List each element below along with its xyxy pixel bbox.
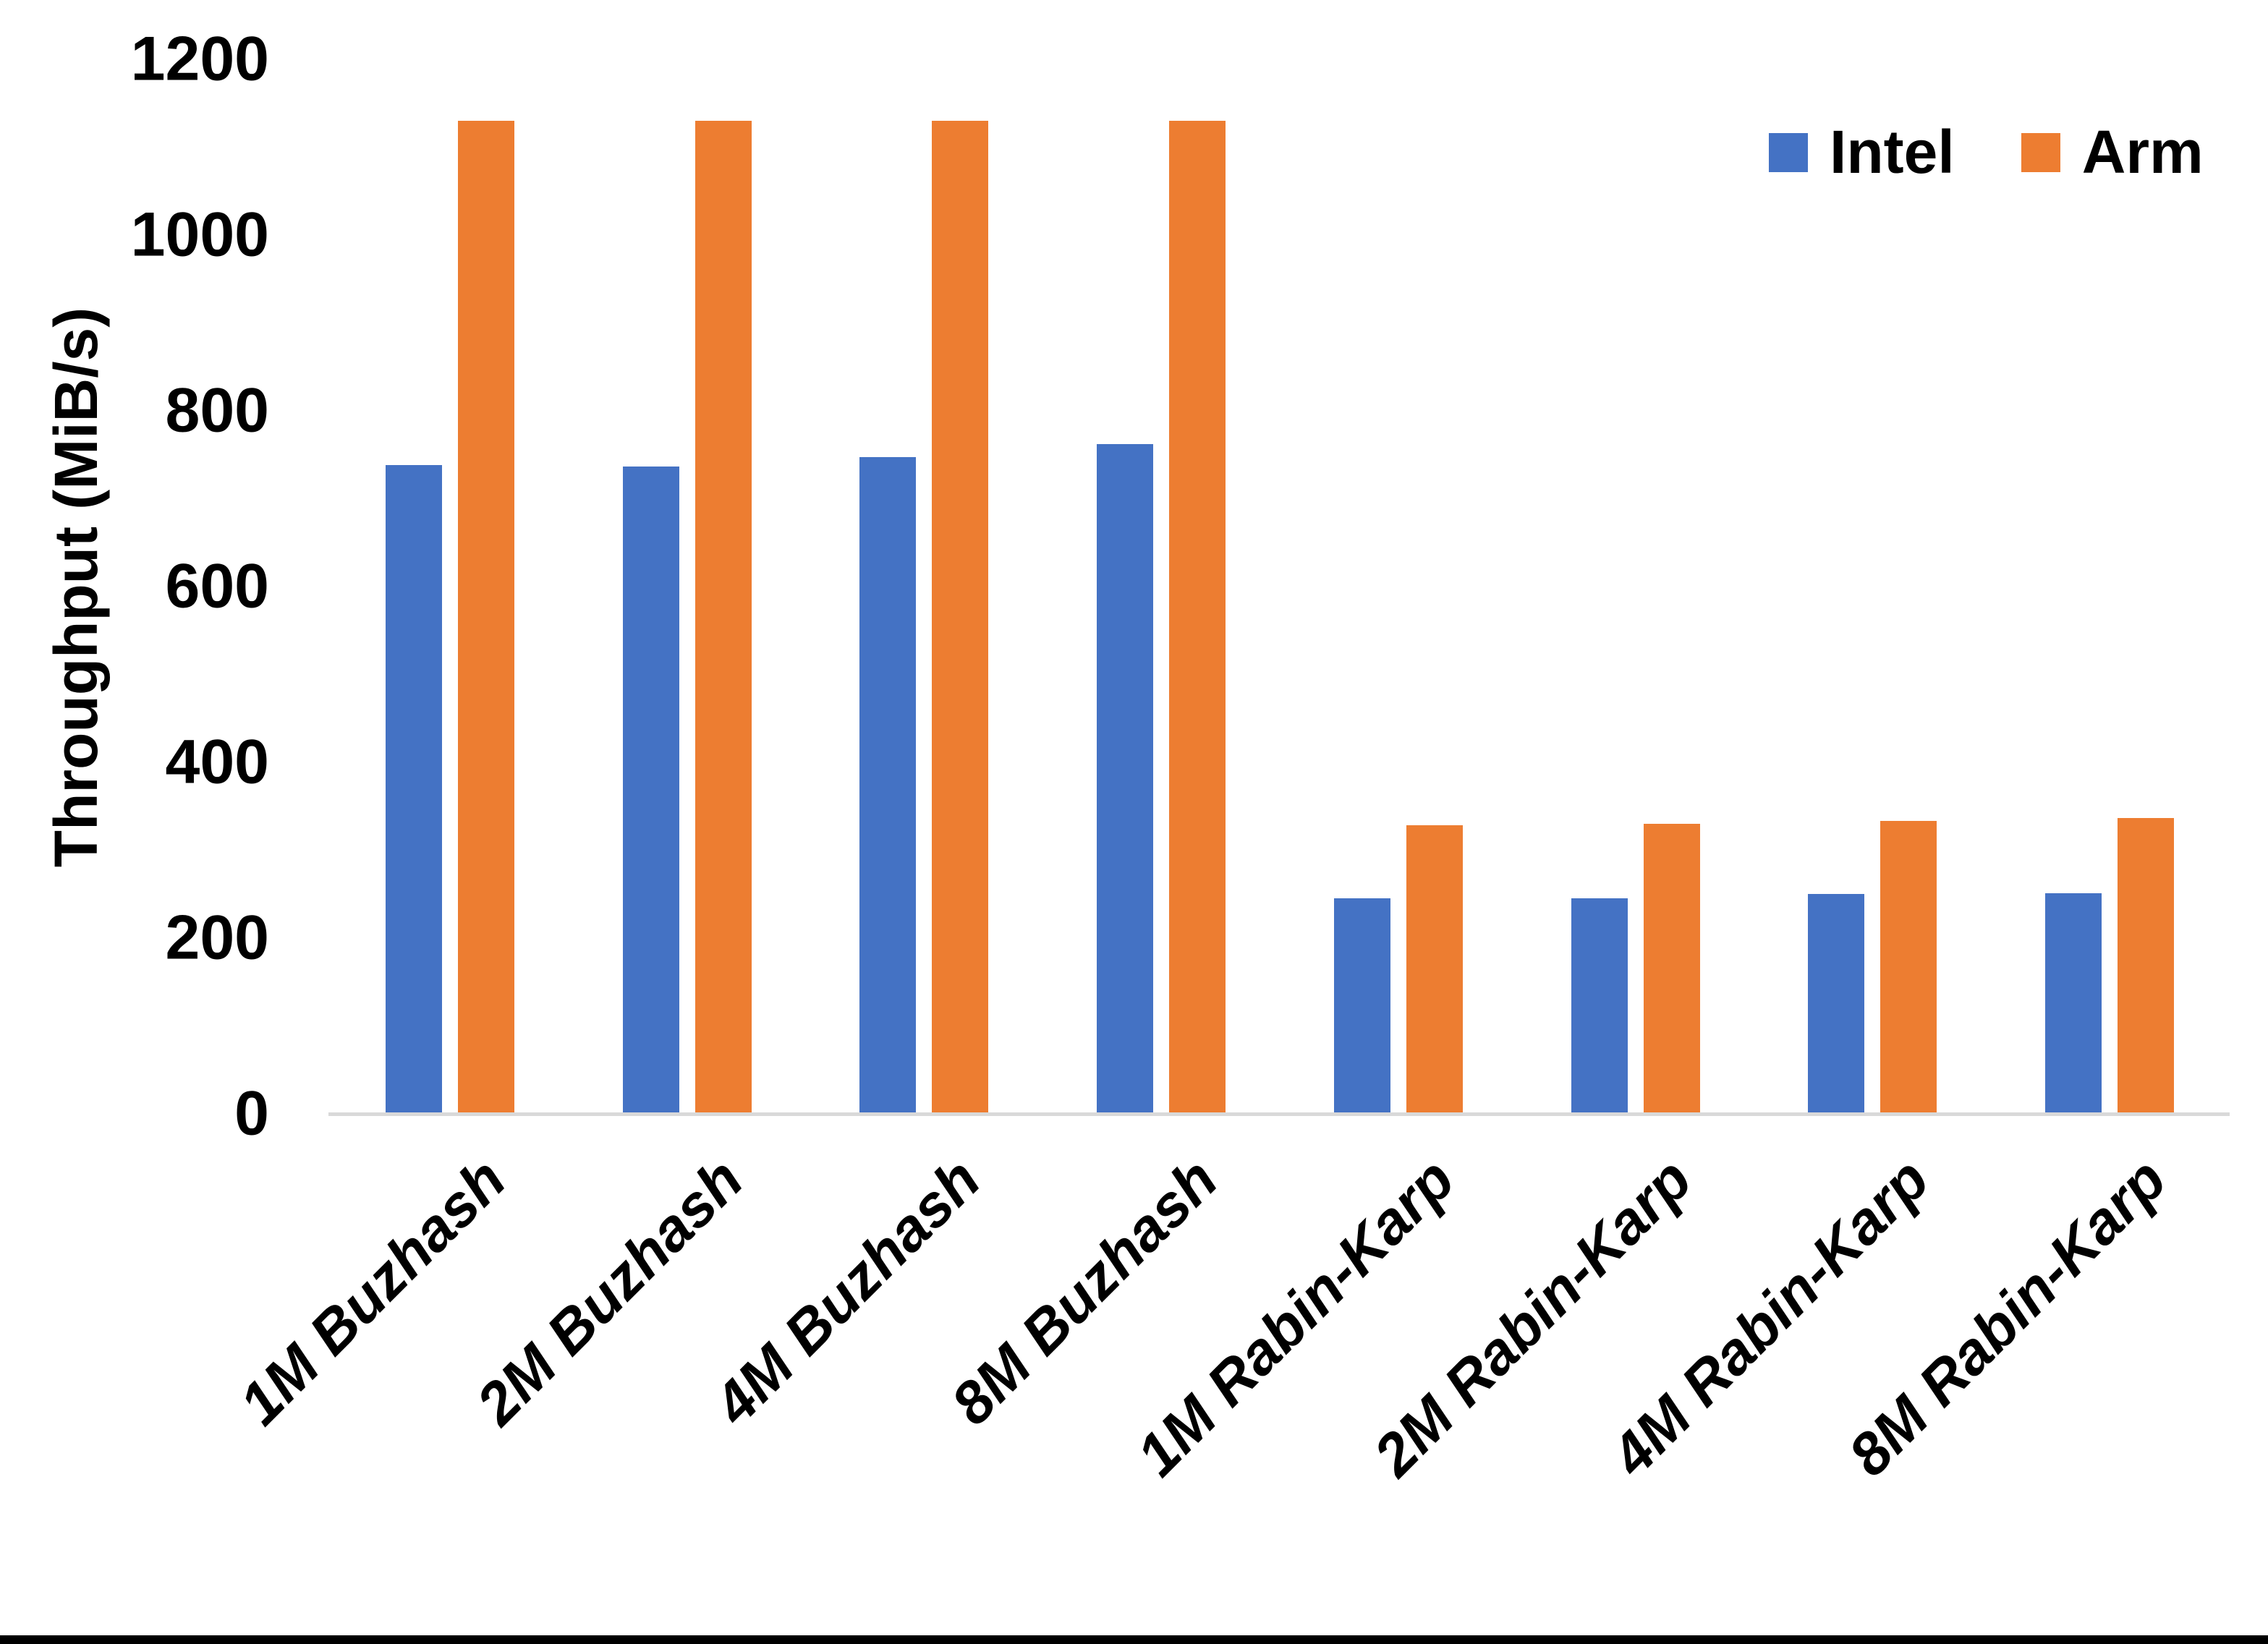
legend-item-arm: Arm bbox=[2021, 117, 2204, 187]
y-tick-label: 400 bbox=[165, 727, 270, 797]
bar-arm-2m-rabin-karp bbox=[1643, 824, 1700, 1114]
bottom-edge-border bbox=[0, 1635, 2268, 1644]
bar-group-4m-buzhash bbox=[806, 59, 1043, 1114]
legend: Intel Arm bbox=[1769, 117, 2204, 187]
bar-group-1m-buzhash bbox=[331, 59, 569, 1114]
intel-series-swatch bbox=[1769, 132, 1808, 172]
bar-intel-8m-buzhash bbox=[1097, 444, 1154, 1114]
bar-group-4m-rabin-karp bbox=[1754, 59, 1992, 1114]
bar-intel-4m-buzhash bbox=[859, 457, 917, 1114]
bar-group-1m-rabin-karp bbox=[1280, 59, 1517, 1114]
bar-intel-8m-rabin-karp bbox=[2045, 893, 2102, 1114]
bar-group-2m-rabin-karp bbox=[1517, 59, 1754, 1114]
x-axis-line bbox=[328, 1112, 2230, 1116]
plot-area bbox=[331, 59, 2228, 1114]
legend-label-intel: Intel bbox=[1830, 118, 1955, 186]
y-tick-label: 600 bbox=[165, 551, 270, 621]
bar-group-2m-buzhash bbox=[569, 59, 806, 1114]
y-tick-label: 1200 bbox=[130, 24, 269, 94]
bar-arm-2m-buzhash bbox=[695, 121, 752, 1114]
y-tick-label: 0 bbox=[234, 1078, 269, 1149]
bar-intel-2m-buzhash bbox=[622, 466, 679, 1114]
arm-series-swatch bbox=[2021, 132, 2060, 172]
y-tick-label: 1000 bbox=[130, 200, 269, 270]
bar-group-8m-rabin-karp bbox=[1991, 59, 2228, 1114]
legend-label-arm: Arm bbox=[2081, 118, 2204, 186]
y-tick-label: 800 bbox=[165, 375, 270, 446]
bar-intel-1m-buzhash bbox=[385, 465, 442, 1114]
y-axis-tick-labels: 0 200 400 600 800 1000 1200 bbox=[0, 25, 270, 1149]
bar-intel-4m-rabin-karp bbox=[1808, 894, 1865, 1114]
bar-arm-4m-buzhash bbox=[932, 121, 989, 1114]
bar-intel-2m-rabin-karp bbox=[1571, 898, 1628, 1114]
bar-intel-1m-rabin-karp bbox=[1333, 898, 1390, 1114]
bar-arm-8m-rabin-karp bbox=[2118, 817, 2175, 1114]
y-tick-label: 200 bbox=[165, 903, 270, 973]
bar-arm-1m-rabin-karp bbox=[1406, 825, 1463, 1114]
x-axis-category-labels: 1M Buzhash 2M Buzhash 4M Buzhash 8M Buzhash… bbox=[227, 1146, 2228, 1609]
bar-arm-8m-buzhash bbox=[1169, 121, 1226, 1114]
bar-arm-4m-rabin-karp bbox=[1880, 821, 1937, 1114]
legend-item-intel: Intel bbox=[1769, 117, 1955, 187]
bar-group-8m-buzhash bbox=[1042, 59, 1280, 1114]
bar-arm-1m-buzhash bbox=[457, 121, 514, 1114]
